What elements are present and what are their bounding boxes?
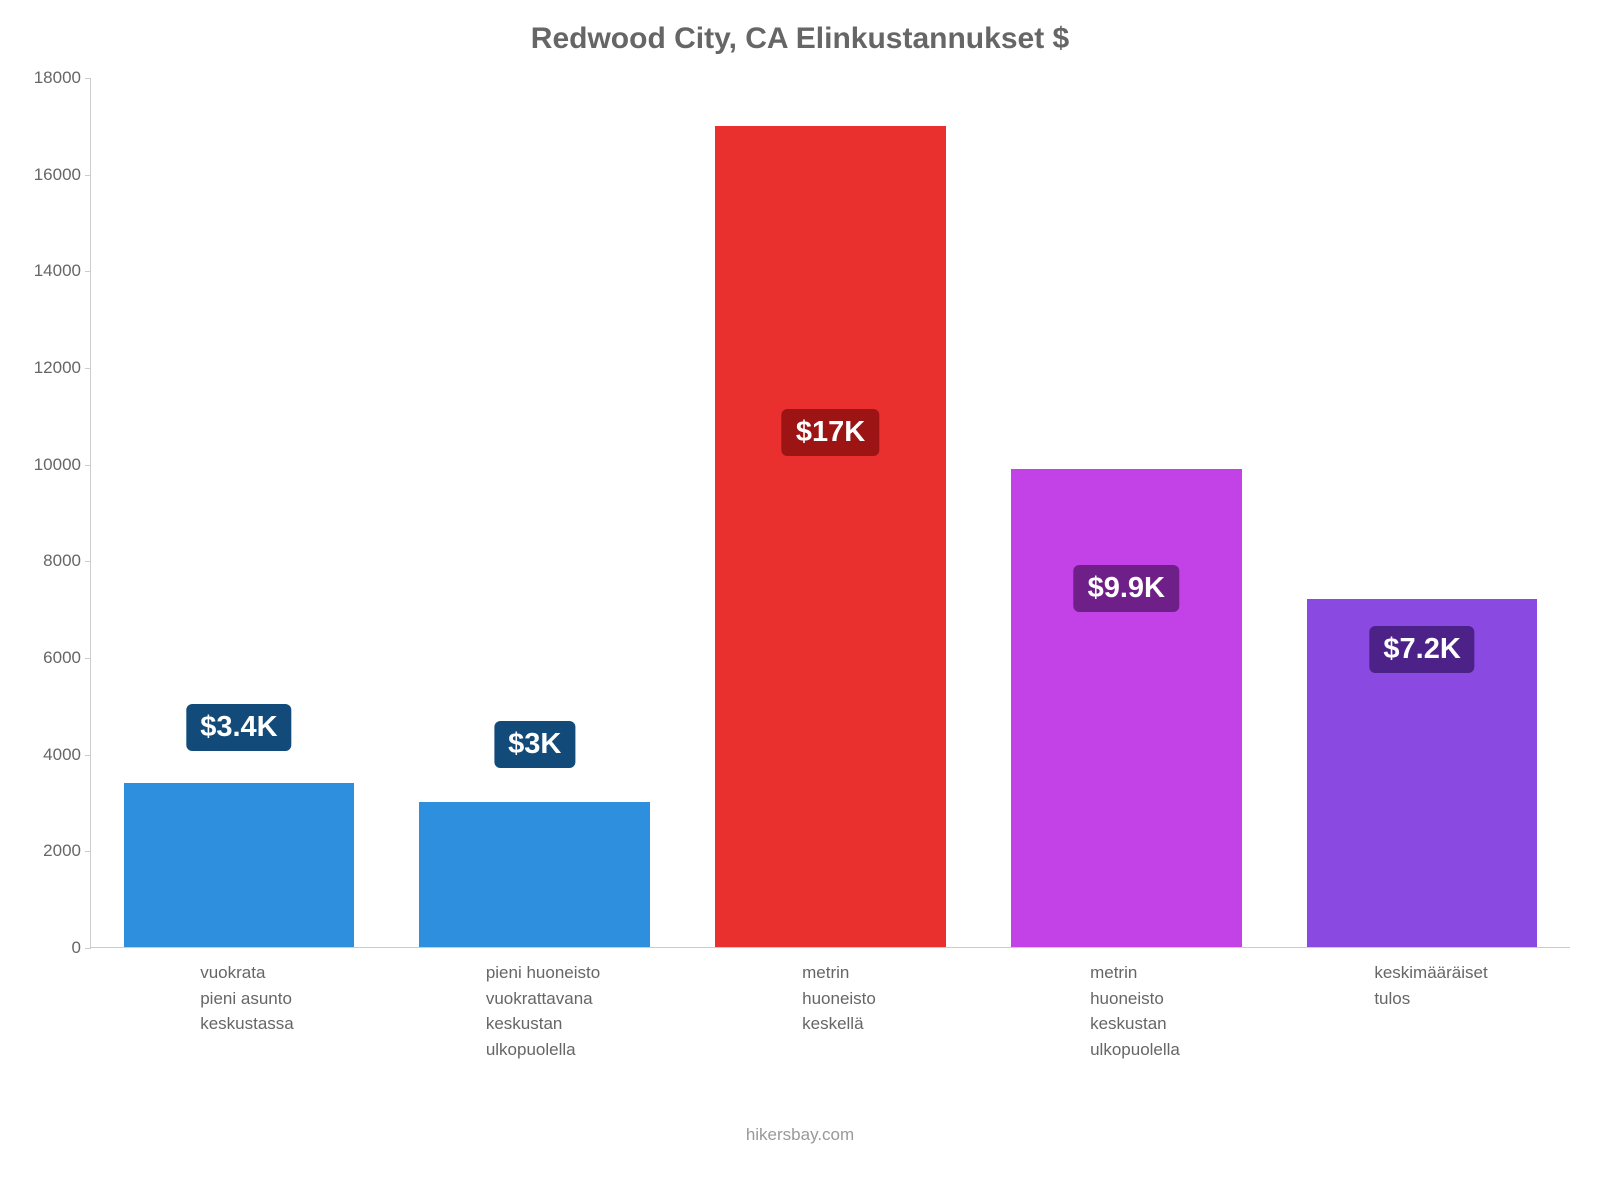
x-axis-label: keskimääräiset tulos [1356,960,1487,1062]
x-label-slot: pieni huoneisto vuokrattavana keskustan … [386,960,682,1062]
bar: $7.2K [1307,599,1538,947]
x-label-slot: metrin huoneisto keskellä [682,960,978,1062]
x-label-slot: metrin huoneisto keskustan ulkopuolella [978,960,1274,1062]
x-label-slot: keskimääräiset tulos [1274,960,1570,1062]
chart-container: Redwood City, CA Elinkustannukset $ $3.4… [0,0,1600,1200]
x-axis-labels: vuokrata pieni asunto keskustassa pieni h… [90,960,1570,1062]
y-tick-label: 4000 [21,745,81,765]
y-tick-mark [85,465,91,466]
value-badge: $3K [494,721,575,768]
value-badge: $17K [782,409,879,456]
y-tick-label: 14000 [21,261,81,281]
bars-group: $3.4K $3K $17K $9.9K $7.2K [91,78,1570,947]
y-tick-label: 2000 [21,841,81,861]
y-tick-mark [85,175,91,176]
value-badge: $3.4K [186,704,291,751]
bar-slot: $3K [387,78,683,947]
y-tick-mark [85,948,91,949]
y-tick-label: 12000 [21,358,81,378]
x-axis-label: pieni huoneisto vuokrattavana keskustan … [468,960,600,1062]
y-tick-mark [85,755,91,756]
bar: $17K [715,126,946,947]
y-tick-label: 16000 [21,165,81,185]
bar: $3.4K [124,783,355,947]
x-label-slot: vuokrata pieni asunto keskustassa [90,960,386,1062]
y-tick-mark [85,561,91,562]
y-tick-mark [85,368,91,369]
y-tick-mark [85,851,91,852]
plot-area: $3.4K$3K$17K$9.9K$7.2K 02000400060008000… [90,78,1570,948]
bar-slot: $3.4K [91,78,387,947]
y-tick-label: 6000 [21,648,81,668]
bar: $9.9K [1011,469,1242,947]
value-badge: $9.9K [1074,565,1179,612]
x-axis-label: vuokrata pieni asunto keskustassa [182,960,294,1062]
y-tick-mark [85,658,91,659]
attribution-text: hikersbay.com [0,1125,1600,1145]
chart-title: Redwood City, CA Elinkustannukset $ [0,22,1600,56]
x-axis-label: metrin huoneisto keskellä [784,960,876,1062]
value-badge: $7.2K [1369,626,1474,673]
y-tick-label: 0 [21,938,81,958]
bar: $3K [419,802,650,947]
y-tick-mark [85,78,91,79]
bar-slot: $7.2K [1274,78,1570,947]
y-tick-label: 8000 [21,551,81,571]
y-tick-label: 10000 [21,455,81,475]
bar-slot: $17K [683,78,979,947]
y-tick-label: 18000 [21,68,81,88]
x-axis-label: metrin huoneisto keskustan ulkopuolella [1072,960,1180,1062]
y-tick-mark [85,271,91,272]
bar-slot: $9.9K [978,78,1274,947]
